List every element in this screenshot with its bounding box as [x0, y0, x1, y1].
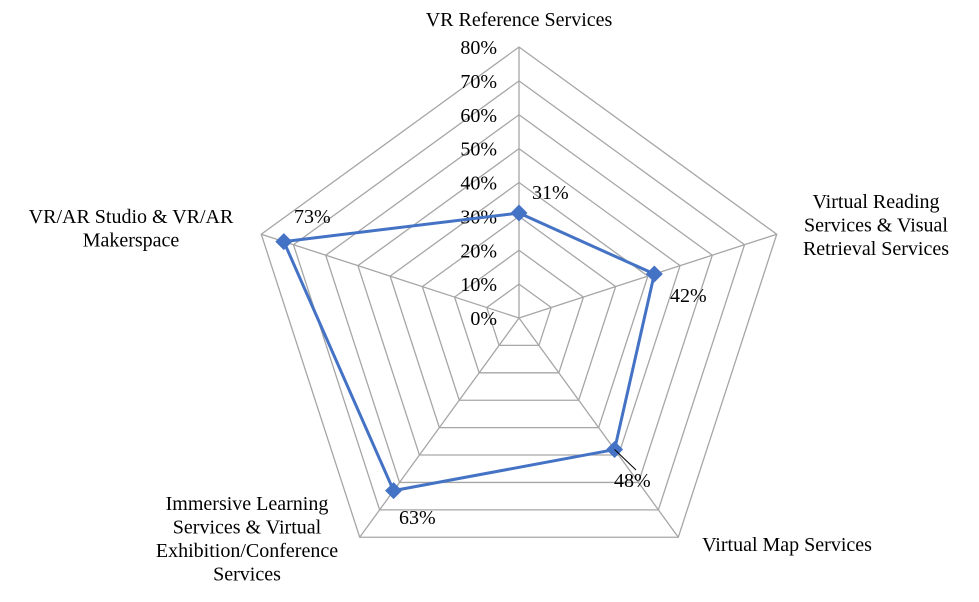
grid-ring: [260, 46, 778, 538]
category-label: Virtual Map Services: [702, 534, 872, 556]
tick-label: 50%: [460, 139, 497, 161]
category-label: Virtual Reading: [812, 191, 939, 213]
data-point: [275, 233, 293, 251]
grid-ring: [486, 283, 552, 347]
category-label: Retrieval Services: [803, 238, 949, 260]
grid-ring: [357, 147, 681, 456]
category-label: Services & Virtual: [173, 517, 322, 539]
tick-label: 10%: [460, 274, 497, 296]
data-point: [645, 265, 663, 283]
data-label: 48%: [614, 470, 651, 492]
grid-spoke: [359, 317, 520, 538]
grid-spoke: [518, 233, 777, 319]
data-label: 73%: [294, 206, 331, 228]
leader-line: [614, 449, 637, 471]
category-label: VR/AR Studio & VR/AR: [29, 206, 234, 228]
category-label: VR Reference Services: [426, 9, 613, 31]
tick-label: 70%: [460, 71, 497, 93]
data-point: [385, 482, 403, 500]
category-label: Services & Visual: [804, 215, 948, 237]
category-label: Services: [213, 564, 281, 586]
grid-spoke: [518, 317, 679, 538]
data-point: [510, 204, 528, 222]
data-label: 42%: [670, 285, 707, 307]
grid-ring: [421, 215, 617, 401]
grid-spoke: [261, 233, 520, 319]
category-label: Immersive Learning: [166, 493, 329, 515]
tick-label: 0%: [470, 308, 497, 330]
tick-label: 60%: [460, 105, 497, 127]
series-line: [282, 211, 656, 493]
data-label: 31%: [532, 182, 569, 204]
category-label: Exhibition/Conference: [156, 540, 338, 562]
data-label: 63%: [399, 507, 436, 529]
tick-label: 20%: [460, 240, 497, 262]
grid-ring: [292, 80, 746, 511]
tick-label: 40%: [460, 173, 497, 195]
tick-label: 80%: [460, 37, 497, 59]
category-label: Makerspace: [83, 230, 180, 252]
grid-ring: [453, 249, 585, 374]
